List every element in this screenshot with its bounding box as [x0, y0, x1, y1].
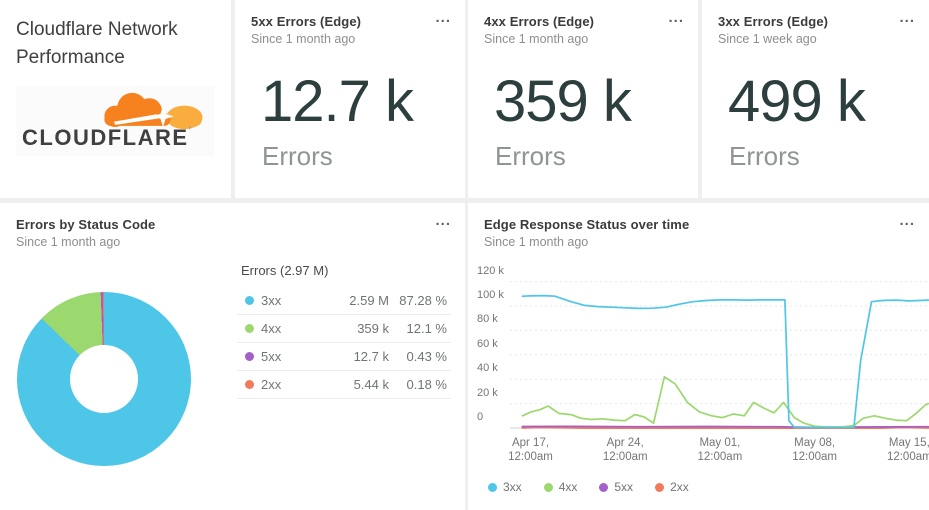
billboard-value: 499 k [728, 69, 866, 134]
x-axis-label: Apr 17, 12:00am [508, 437, 553, 463]
y-axis-label: 100 k [477, 289, 504, 301]
trademark-mark: ʼ [188, 125, 193, 135]
series-value: 2.59 M [349, 293, 389, 308]
widget-header: Errors by Status Code Since 1 month ago [16, 217, 425, 249]
billboard-unit: Errors [495, 141, 566, 171]
widget-timeframe: Since 1 month ago [251, 32, 356, 46]
cloudflare-wordmark: CLOUDFLAREʼ [22, 125, 193, 150]
series-percent: 87.28 % [399, 293, 447, 308]
x-axis-label: Apr 24, 12:00am [602, 437, 648, 463]
pie-legend-row-4xx[interactable]: 4xx 359 k 12.1 % [237, 315, 451, 343]
widget-timeframe: Since 1 week ago [718, 32, 817, 46]
series-color-dot [245, 352, 254, 361]
widget-header: 4xx Errors (Edge) Since 1 month ago [484, 14, 658, 46]
widget-header: 3xx Errors (Edge) Since 1 week ago [718, 14, 889, 46]
widget-menu-ellipsis-icon[interactable]: ... [899, 9, 915, 26]
donut-hole [70, 345, 138, 413]
widget-header: Edge Response Status over time Since 1 m… [484, 217, 889, 249]
widget-4xx-errors: 4xx Errors (Edge) Since 1 month ago ... … [468, 0, 698, 198]
widget-header: 5xx Errors (Edge) Since 1 month ago [251, 14, 425, 46]
widget-timeframe: Since 1 month ago [484, 235, 589, 249]
billboard-unit: Errors [262, 141, 333, 171]
series-percent: 12.1 % [406, 321, 447, 336]
line-chart-legend: 3xx 4xx 5xx 2xx [488, 480, 689, 494]
widget-menu-ellipsis-icon[interactable]: ... [899, 212, 915, 229]
series-color-dot [245, 380, 254, 389]
widget-title: Edge Response Status over time [484, 217, 690, 232]
series-value: 359 k [357, 321, 389, 336]
cloudflare-logo: CLOUDFLAREʼ [16, 86, 214, 156]
legend-item-4xx[interactable]: 4xx [543, 480, 578, 494]
series-percent: 0.18 % [406, 377, 447, 392]
widget-timeframe: Since 1 month ago [484, 32, 589, 46]
widget-5xx-errors: 5xx Errors (Edge) Since 1 month ago ... … [235, 0, 465, 198]
series-label: 4xx [261, 321, 282, 336]
series-line-3xx [521, 294, 929, 429]
legend-item-3xx[interactable]: 3xx [488, 480, 522, 494]
x-axis-label: May 15, 12:00am [886, 437, 929, 463]
billboard-value: 12.7 k [261, 69, 414, 134]
series-color-dot [599, 482, 609, 492]
line-chart-svg [510, 281, 929, 429]
series-value: 5.44 k [353, 377, 389, 392]
y-axis-label: 120 k [477, 264, 504, 277]
y-axis: 120 k 100 k 80 k 60 k 40 k 20 k 0 [468, 203, 510, 443]
pie-legend-row-5xx[interactable]: 5xx 12.7 k 0.43 % [237, 343, 451, 371]
series-color-dot [543, 482, 553, 492]
pie-legend-rows: 3xx 2.59 M 87.28 % 4xx 359 k 12.1 % 5xx 12.7 k 0… [237, 287, 451, 399]
widget-dashboard-title: Cloudflare Network Performance CLOUDFLAR… [0, 0, 231, 198]
pie-legend-row-3xx[interactable]: 3xx 2.59 M 87.28 % [237, 287, 451, 315]
series-color-dot [245, 296, 254, 305]
widget-edge-response-status: Edge Response Status over time Since 1 m… [468, 203, 929, 510]
pie-legend-table: Errors (2.97 M) 3xx 2.59 M 87.28 % 4xx 359 k… [237, 263, 451, 399]
legend-item-2xx[interactable]: 2xx [655, 480, 689, 494]
x-axis-label: May 08, 12:00am [792, 437, 837, 463]
cloudflare-cloud-icon [104, 92, 203, 130]
series-label: 3xx [261, 293, 282, 308]
series-color-dot [655, 482, 665, 492]
series-color-dot [488, 482, 497, 492]
widget-title: 3xx Errors (Edge) [718, 14, 829, 29]
series-line-5xx [521, 425, 929, 429]
widget-3xx-errors: 3xx Errors (Edge) Since 1 week ago ... 4… [702, 0, 929, 198]
y-axis-label: 0 [477, 411, 484, 423]
widget-menu-ellipsis-icon[interactable]: ... [668, 9, 684, 26]
dashboard-title: Cloudflare Network Performance [16, 19, 178, 68]
y-axis-label: 80 k [477, 313, 498, 326]
y-axis-label: 60 k [477, 337, 498, 350]
series-color-dot [245, 324, 254, 333]
series-line-4xx [521, 375, 929, 428]
billboard-unit: Errors [729, 141, 800, 171]
widget-errors-by-status-code: Errors by Status Code Since 1 month ago … [0, 203, 465, 510]
y-axis-label: 20 k [477, 386, 498, 399]
widget-title: 5xx Errors (Edge) [251, 14, 362, 29]
pie-legend-row-2xx[interactable]: 2xx 5.44 k 0.18 % [237, 371, 451, 399]
series-label: 5xx [261, 349, 282, 364]
series-percent: 0.43 % [406, 349, 447, 364]
billboard-value: 359 k [494, 69, 632, 134]
widget-title: 4xx Errors (Edge) [484, 14, 595, 29]
series-label: 5xx [614, 480, 634, 494]
series-value: 12.7 k [353, 349, 389, 364]
x-axis-label: May 01, 12:00am [697, 437, 743, 463]
line-chart-plot-area[interactable] [510, 265, 929, 435]
series-label: 3xx [503, 480, 522, 494]
donut-chart[interactable] [17, 292, 191, 466]
series-label: 2xx [261, 377, 282, 392]
series-label: 4xx [558, 480, 578, 494]
widget-timeframe: Since 1 month ago [16, 235, 121, 249]
widget-menu-ellipsis-icon[interactable]: ... [435, 9, 451, 26]
y-axis-label: 40 k [477, 362, 498, 375]
pie-legend-title: Errors (2.97 M) [241, 263, 329, 278]
widget-menu-ellipsis-icon[interactable]: ... [435, 212, 451, 229]
x-axis: Apr 17, 12:00am Apr 24, 12:00am May 01, 12:00… [508, 436, 929, 470]
legend-item-5xx[interactable]: 5xx [599, 480, 633, 494]
widget-title: Errors by Status Code [16, 217, 156, 232]
series-label: 2xx [670, 480, 689, 494]
